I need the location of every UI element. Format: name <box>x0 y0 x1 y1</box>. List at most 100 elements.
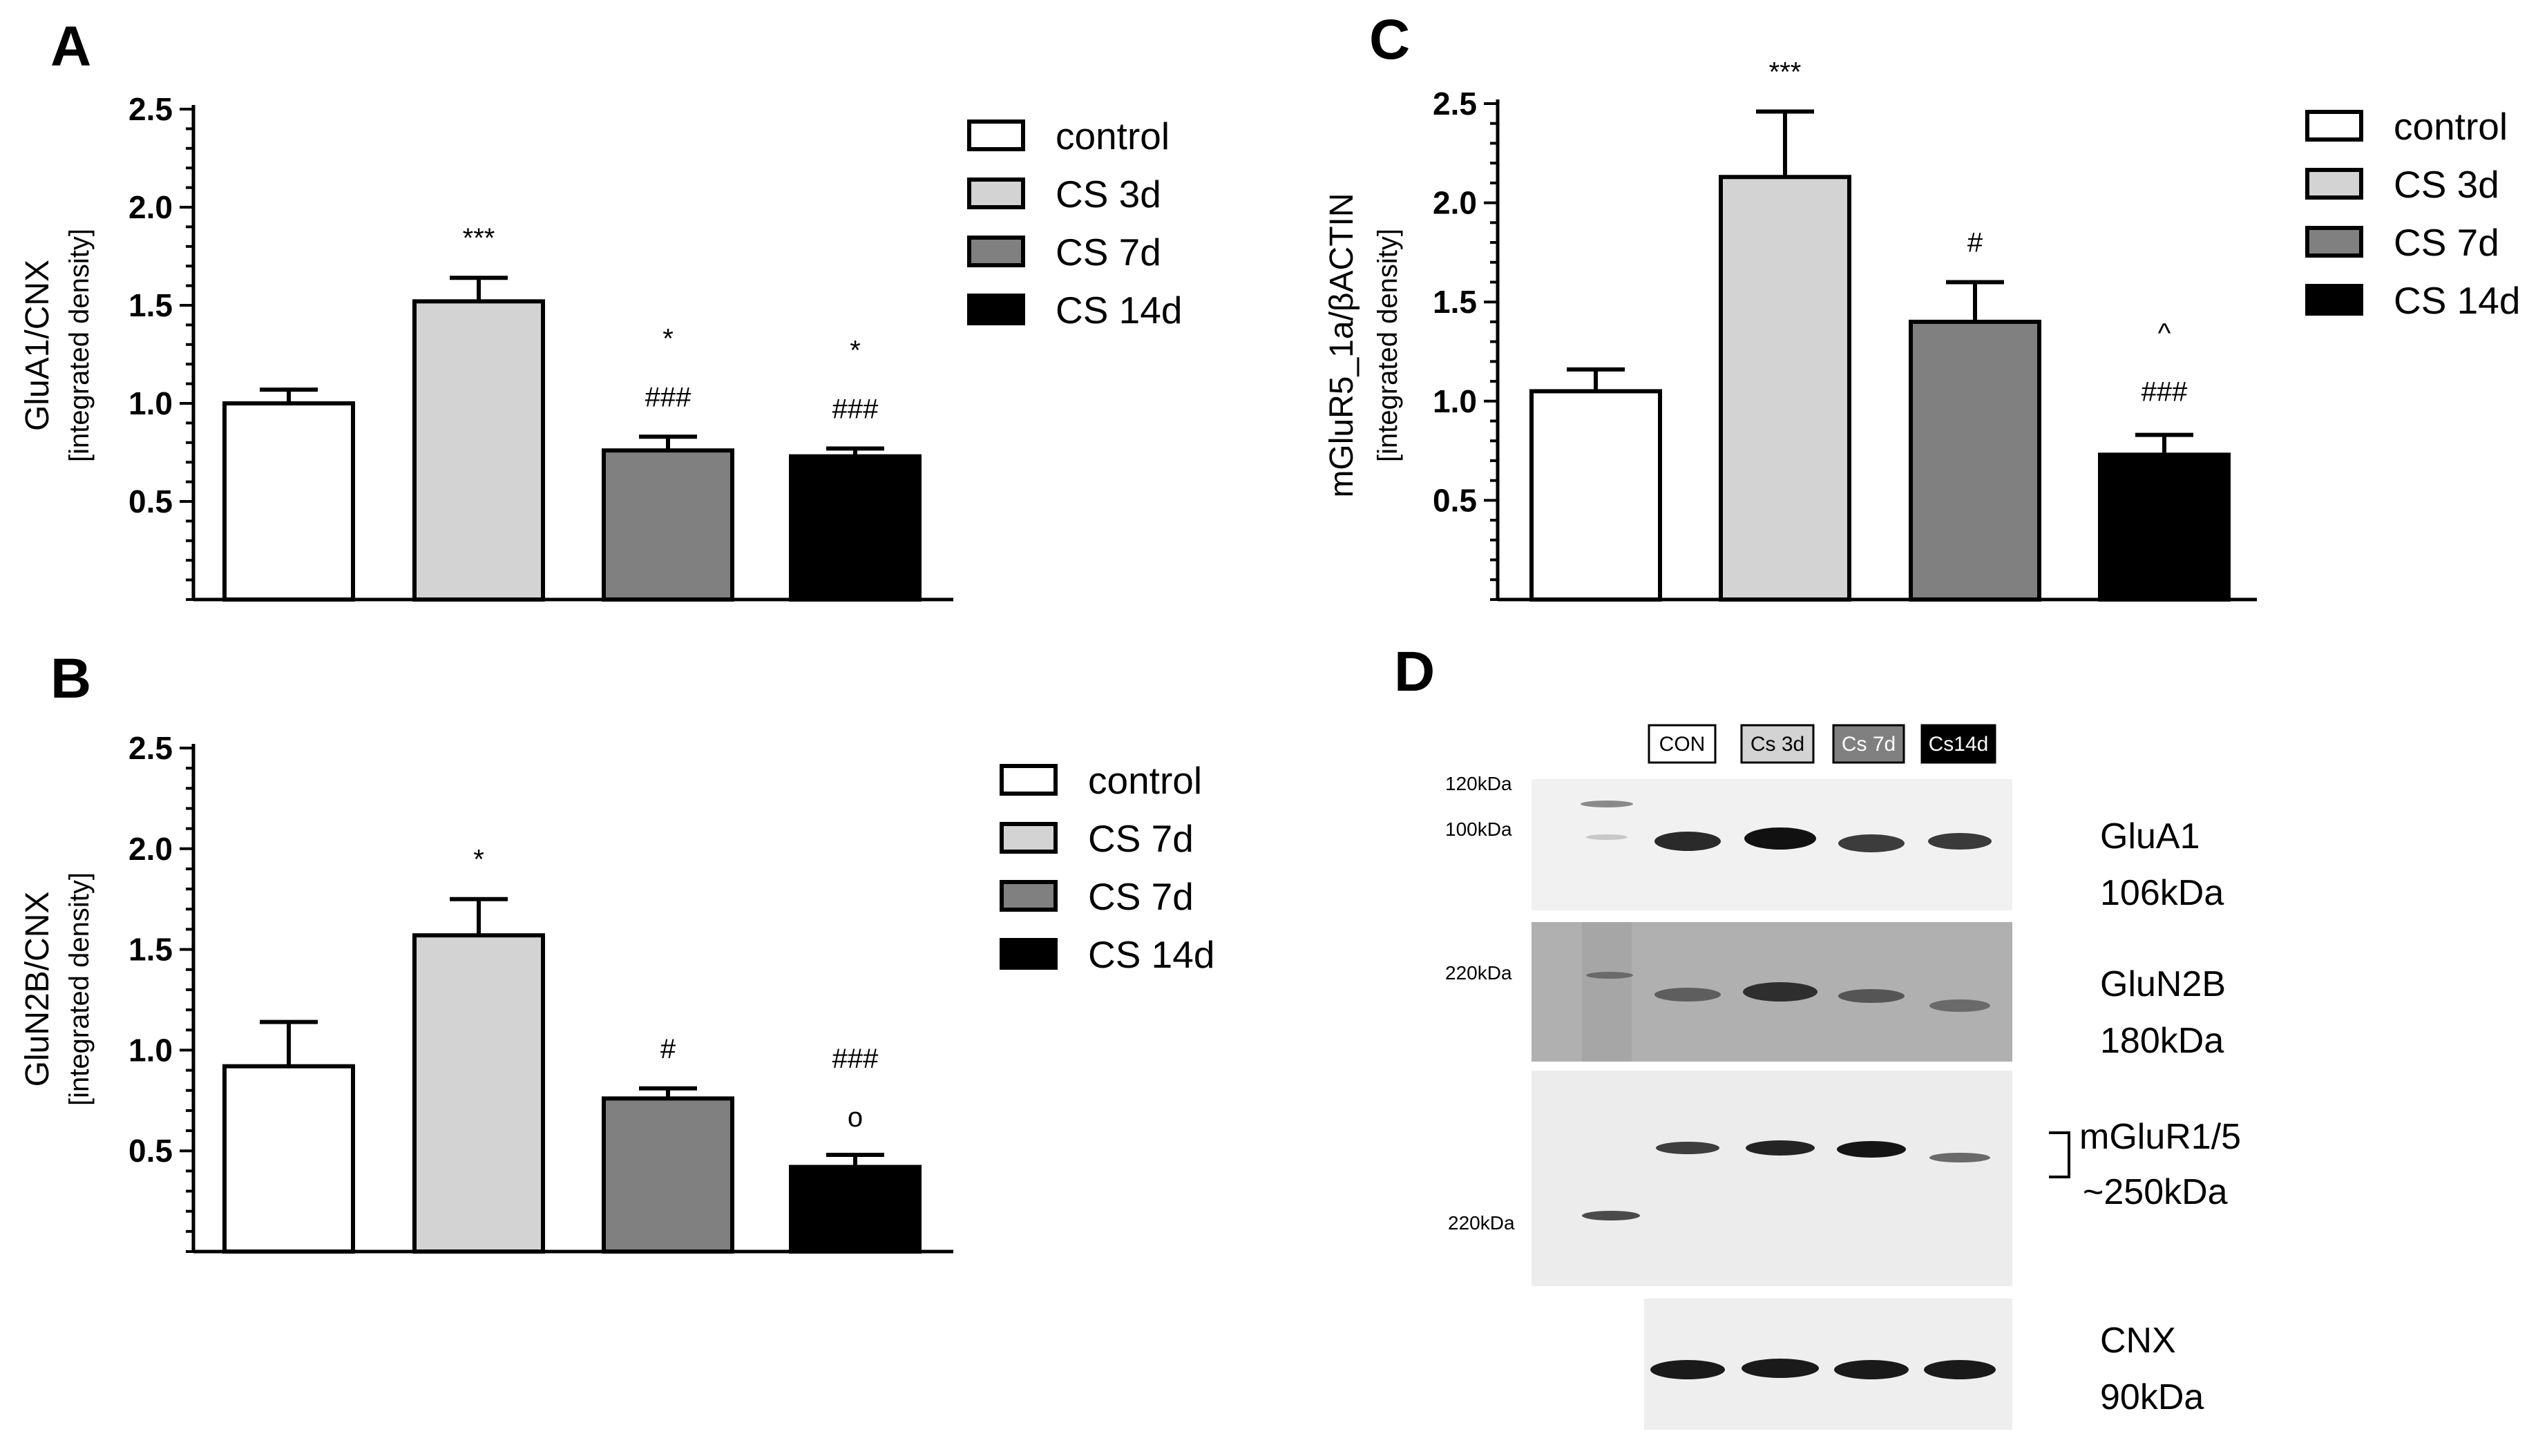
protein-size-glua1: 106kDa <box>2100 873 2224 913</box>
legend-swatch <box>2305 110 2363 142</box>
marker-220kda-glun2b: 220kDa <box>1445 962 1512 984</box>
significance-label: ### <box>832 394 879 424</box>
legend-label: control <box>2394 105 2508 148</box>
bar-2 <box>1719 175 1851 602</box>
glua1-band-cs7d <box>1838 834 1905 852</box>
cnx-band-cs3d <box>1742 1359 1819 1378</box>
bar-4 <box>789 454 922 602</box>
y-tick-label: 2.0 <box>1433 185 1477 221</box>
panel-label-c: C <box>1369 8 1410 71</box>
legend-label: control <box>1088 759 1202 802</box>
chart-panel-b: 0.5 1.0 1.5 2.0 2.5 GluN2B/CNX [integrated den… <box>19 730 1214 1254</box>
lane-label-cs7d: Cs 7d <box>1842 733 1896 756</box>
lane-label-cs3d: Cs 3d <box>1751 733 1804 756</box>
protein-name-mglur: mGluR1/5 <box>2079 1117 2241 1157</box>
cnx-band-con <box>1650 1360 1725 1379</box>
lane-header-cs7d: Cs 7d <box>1832 724 1905 764</box>
glun2b-band-cs3d <box>1743 982 1818 1002</box>
protein-name-cnx: CNX <box>2100 1321 2176 1361</box>
y-tick-label: 0.5 <box>128 483 173 519</box>
marker-band <box>1586 972 1633 979</box>
blot-strip-glun2b <box>1532 922 2012 1062</box>
mglur-bracket <box>2049 1131 2070 1178</box>
chart-panel-a: 0.5 1.0 1.5 2.0 2.5 GluA1/CNX [integrated dens… <box>19 91 1182 602</box>
glun2b-band-cs14d <box>1929 999 1990 1012</box>
bar-1 <box>222 401 355 602</box>
lane-header-cs14d: Cs14d <box>1920 724 1996 764</box>
legend-label: CS 14d <box>1088 933 1214 976</box>
significance-label: ### <box>645 382 691 412</box>
panel-label-a: A <box>50 15 91 78</box>
significance-label: ^ <box>2158 318 2171 349</box>
legend-swatch <box>2305 168 2363 200</box>
significance-label: * <box>850 335 861 365</box>
significance-label: ### <box>2141 377 2188 408</box>
y-axis-title: GluN2B/CNX <box>19 892 56 1087</box>
bar-4 <box>789 1165 922 1254</box>
mglur-band-con <box>1656 1142 1719 1154</box>
legend-label: CS 3d <box>2394 163 2499 206</box>
protein-size-cnx: 90kDa <box>2100 1377 2204 1417</box>
bar-1 <box>1529 389 1662 602</box>
y-tick-label: 1.5 <box>128 287 173 323</box>
legend-label: CS 7d <box>2394 221 2499 264</box>
glua1-band-cs14d <box>1928 833 1992 850</box>
mglur-band-cs14d <box>1929 1153 1990 1162</box>
legend-swatch <box>1000 938 1058 970</box>
legend-swatch <box>1000 880 1058 912</box>
legend-swatch <box>2305 284 2363 316</box>
legend-label: CS 14d <box>1056 289 1182 332</box>
y-tick-label: 2.0 <box>128 189 173 225</box>
legend-label: CS 14d <box>2394 279 2520 322</box>
y-tick-label: 1.0 <box>1433 383 1477 419</box>
bar-1 <box>222 1064 355 1254</box>
significance-label: *** <box>463 223 495 253</box>
y-tick-label: 1.0 <box>128 1032 173 1068</box>
protein-name-glua1: GluA1 <box>2100 816 2200 856</box>
panel-label-b: B <box>50 647 91 710</box>
glun2b-band-con <box>1654 988 1721 1002</box>
y-tick-label: 0.5 <box>128 1133 173 1169</box>
y-tick-label: 0.5 <box>1433 482 1477 518</box>
y-tick-label: 2.5 <box>128 730 173 766</box>
legend-swatch <box>967 178 1025 209</box>
legend-label: CS 7d <box>1056 231 1161 274</box>
protein-name-glun2b: GluN2B <box>2100 964 2226 1004</box>
legend-label: CS 3d <box>1056 173 1161 215</box>
legend-swatch <box>967 294 1025 325</box>
blot-strip-cnx <box>1644 1299 2012 1430</box>
significance-label: ### <box>832 1044 879 1074</box>
y-axis-subtitle: [integrated density] <box>1373 229 1403 462</box>
legend-swatch <box>1000 822 1058 854</box>
significance-label: * <box>473 845 484 875</box>
legend-swatch <box>2305 226 2363 258</box>
bar-2 <box>412 933 545 1254</box>
significance-label: *** <box>1769 57 1802 87</box>
blot-strip-mglur <box>1532 1071 2012 1286</box>
y-tick-label: 2.5 <box>1433 86 1477 122</box>
y-axis-title: mGluR5_1a/βACTIN <box>1324 193 1360 497</box>
bar-2 <box>412 299 545 602</box>
marker-band <box>1582 1211 1640 1220</box>
bar-4 <box>2098 452 2231 602</box>
western-blot-panel: CON Cs 3d Cs 7d Cs14d 120kDa 100kDa 220k… <box>1445 724 2241 1430</box>
panel-label-d: D <box>1394 640 1435 703</box>
marker-band <box>1586 834 1628 840</box>
y-tick-label: 1.5 <box>1433 284 1477 320</box>
protein-size-mglur: ~250kDa <box>2083 1172 2228 1212</box>
cnx-band-cs14d <box>1924 1360 1996 1379</box>
significance-label: # <box>1967 227 1983 258</box>
y-tick-label: 2.0 <box>128 831 173 867</box>
protein-size-glun2b: 180kDa <box>2100 1021 2224 1061</box>
marker-band <box>1581 801 1633 807</box>
bar-3 <box>1909 319 2041 602</box>
lane-label-cs14d: Cs14d <box>1929 733 1989 756</box>
glun2b-band-cs7d <box>1838 989 1905 1003</box>
glua1-band-cs3d <box>1744 827 1816 850</box>
marker-100kda: 100kDa <box>1445 818 1512 840</box>
y-axis-subtitle: [integrated density] <box>64 229 95 462</box>
y-tick-label: 1.0 <box>128 385 173 421</box>
cnx-band-cs7d <box>1834 1360 1909 1379</box>
mglur-band-cs3d <box>1746 1140 1815 1156</box>
